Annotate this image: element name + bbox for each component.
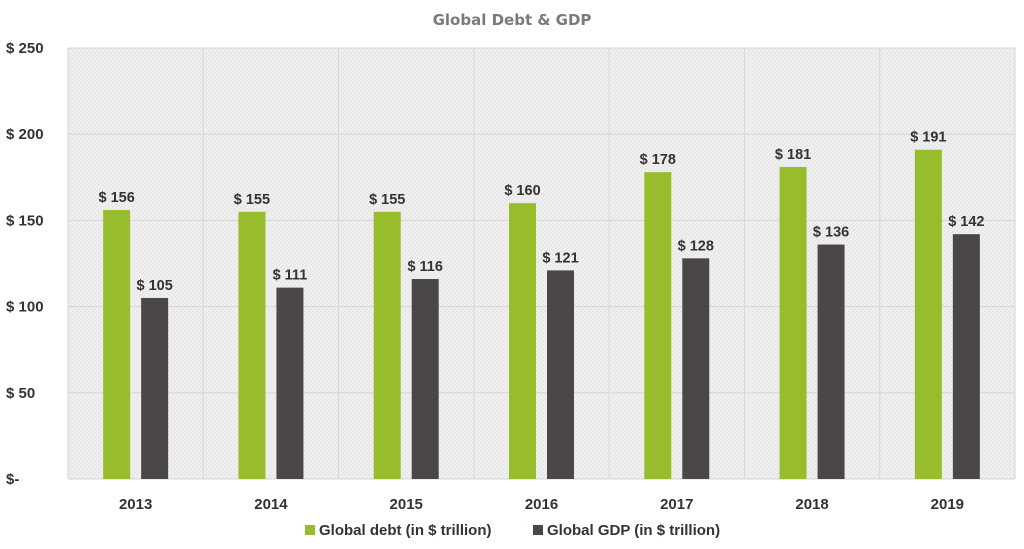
- x-tick-label: 2014: [254, 496, 288, 513]
- data-label: $ 181: [775, 147, 811, 163]
- x-tick-label: 2013: [119, 496, 152, 513]
- x-axis: 2013 2014 2015 2016 2017 2018 2019: [119, 496, 964, 513]
- data-label: $ 178: [640, 152, 676, 168]
- gridlines: [67, 47, 1016, 480]
- data-label: $ 191: [910, 130, 946, 146]
- gdp-bar: [547, 270, 574, 479]
- debt-bar: [238, 211, 266, 479]
- legend-swatch: [533, 525, 543, 535]
- y-tick-label: $ 100: [6, 299, 44, 316]
- data-label: $ 155: [369, 192, 405, 208]
- y-tick-label: $ 200: [6, 126, 44, 143]
- bars-group: [103, 149, 980, 480]
- data-label: $ 105: [136, 278, 172, 294]
- x-tick-label: 2018: [795, 496, 828, 513]
- debt-bar: [779, 166, 807, 479]
- legend-label: Global debt (in $ trillion): [319, 522, 492, 539]
- data-label: $ 121: [542, 250, 578, 266]
- y-tick-label: $ 50: [6, 385, 35, 402]
- data-label: $ 142: [948, 214, 984, 230]
- data-label: $ 111: [273, 268, 308, 284]
- debt-bar: [509, 203, 536, 479]
- plot-area: [68, 48, 1015, 479]
- gdp-bar: [952, 234, 980, 479]
- data-labels: $ 156 $ 105 $ 155 $ 111 $ 155 $ 116 $ 160 $ 121…: [98, 130, 984, 294]
- plot-background: [68, 48, 1015, 479]
- data-label: $ 160: [504, 183, 540, 199]
- legend-swatch: [305, 525, 315, 535]
- gdp-bar: [411, 279, 439, 479]
- y-tick-label: $-: [6, 471, 19, 488]
- chart-title: Global Debt & GDP: [433, 11, 592, 29]
- data-label: $ 155: [234, 192, 270, 208]
- gdp-bar: [817, 244, 845, 479]
- legend: Global debt (in $ trillion) Global GDP (i…: [305, 522, 720, 539]
- data-label: $ 128: [678, 238, 714, 254]
- gdp-bar: [276, 287, 304, 479]
- debt-bar: [914, 149, 942, 479]
- x-tick-label: 2017: [660, 496, 693, 513]
- y-axis: $- $ 50 $ 100 $ 150 $ 200 $ 250: [6, 40, 44, 488]
- debt-bar: [644, 172, 672, 480]
- data-label: $ 136: [813, 225, 849, 241]
- x-tick-label: 2015: [390, 496, 423, 513]
- gdp-bar: [141, 297, 169, 479]
- y-tick-label: $ 150: [6, 212, 44, 229]
- data-label: $ 156: [98, 190, 134, 206]
- legend-label: Global GDP (in $ trillion): [547, 522, 720, 539]
- x-tick-label: 2019: [931, 496, 964, 513]
- gdp-bar: [682, 258, 710, 479]
- debt-bar: [373, 211, 401, 479]
- y-tick-label: $ 250: [6, 40, 44, 57]
- debt-bar: [103, 210, 131, 479]
- data-label: $ 116: [407, 259, 443, 275]
- x-tick-label: 2016: [525, 496, 558, 513]
